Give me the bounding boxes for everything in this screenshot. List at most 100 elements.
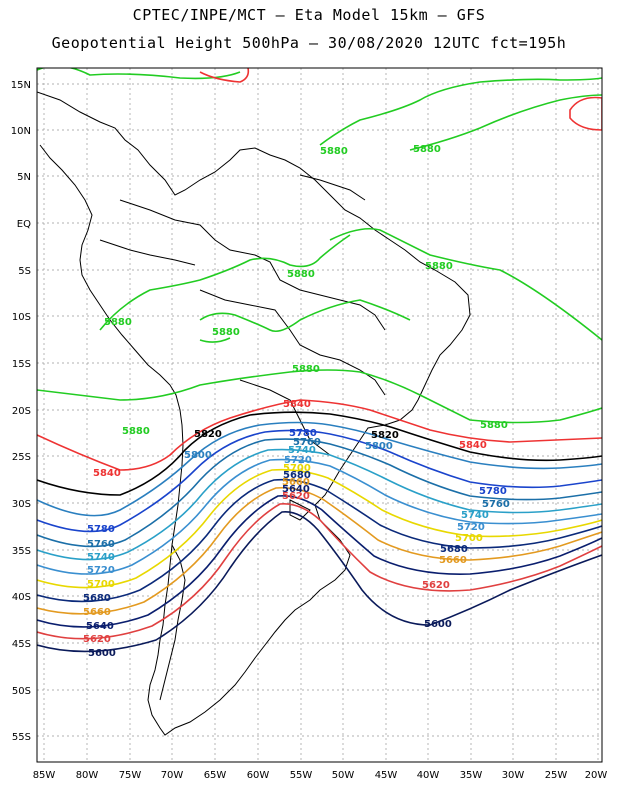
contour-label: 5780	[289, 428, 317, 439]
contour-5880	[199, 299, 411, 333]
contour-5840	[569, 96, 602, 131]
contour-5840	[199, 68, 250, 83]
contour-label: 5840	[93, 468, 121, 479]
contour-label: 5600	[88, 648, 116, 659]
lon-label: 30W	[502, 770, 525, 781]
contour-label: 5740	[288, 445, 316, 456]
contour-5880	[329, 227, 602, 341]
contour-label: 5760	[482, 499, 510, 510]
contour-label: 5640	[86, 621, 114, 632]
title-line-1: CPTEC/INPE/MCT – Eta Model 15km – GFS	[132, 6, 486, 24]
contour-5880	[319, 77, 602, 146]
lon-label: 80W	[76, 770, 99, 781]
contour-label: 5880	[480, 420, 508, 431]
contour-labels: 5880 5880 5880 5880 5880 5880 5880 5880 …	[83, 144, 510, 659]
contour-5780	[37, 429, 602, 533]
contour-label: 5880	[104, 317, 132, 328]
contour-label: 5760	[293, 437, 321, 448]
contour-5820	[37, 411, 602, 496]
contour-label: 5700	[455, 533, 483, 544]
lon-label: 20W	[585, 770, 608, 781]
contour-label: 5660	[282, 477, 310, 488]
contour-label: 5620	[422, 580, 450, 591]
contour-5620	[37, 503, 602, 640]
contour-label: 5760	[87, 539, 115, 550]
contour-label: 5780	[87, 524, 115, 535]
contour-label: 5800	[184, 450, 212, 461]
contour-label: 5840	[459, 440, 487, 451]
lat-label: 45S	[12, 639, 31, 650]
lon-label: 70W	[161, 770, 184, 781]
lon-label: 85W	[33, 770, 56, 781]
contour-5840	[37, 399, 602, 471]
lat-lon-grid	[37, 68, 602, 762]
contour-label: 5720	[87, 565, 115, 576]
contour-label: 5660	[439, 555, 467, 566]
contour-5880	[37, 369, 602, 424]
contour-label: 5700	[283, 463, 311, 474]
contour-label: 5680	[83, 593, 111, 604]
title-line-2: Geopotential Height 500hPa – 30/08/2020 …	[51, 34, 567, 52]
lon-label: 55W	[290, 770, 313, 781]
contour-label: 5880	[425, 261, 453, 272]
lat-label: 5S	[18, 266, 31, 277]
contour-5880	[99, 234, 351, 331]
lon-label: 25W	[545, 770, 568, 781]
contour-label: 5820	[194, 429, 222, 440]
contour-label: 5880	[320, 146, 348, 157]
contour-label: 5880	[413, 144, 441, 155]
lat-label: 15N	[11, 80, 31, 91]
lon-label: 50W	[332, 770, 355, 781]
contour-label: 5780	[479, 486, 507, 497]
lon-label: 45W	[375, 770, 398, 781]
lat-label: 25S	[12, 452, 31, 463]
lat-label: 35S	[12, 546, 31, 557]
contour-5880	[409, 94, 602, 151]
lat-label: 10N	[11, 126, 31, 137]
contour-label: 5720	[284, 455, 312, 466]
contour-5700	[37, 468, 602, 589]
lat-label: 50S	[12, 686, 31, 697]
lon-label: 35W	[460, 770, 483, 781]
map-frame	[36, 67, 603, 763]
contour-label: 5840	[283, 399, 311, 410]
latitude-axis: 15N 10N 5N EQ 5S 10S 15S 20S 25S 30S 35S…	[11, 80, 31, 743]
longitude-axis: 85W 80W 75W 70W 65W 60W 55W 50W 45W 40W …	[33, 770, 608, 781]
lon-label: 40W	[417, 770, 440, 781]
contour-label: 5720	[457, 522, 485, 533]
lon-label: 60W	[247, 770, 270, 781]
contour-label: 5620	[83, 634, 111, 645]
contour-5740	[37, 448, 602, 561]
contour-5680	[37, 478, 602, 603]
lat-label: 30S	[12, 499, 31, 510]
contour-label: 5660	[83, 607, 111, 618]
contour-label: 5740	[87, 552, 115, 563]
contour-label: 5800	[365, 441, 393, 452]
contour-label: 5700	[87, 579, 115, 590]
contour-5600	[37, 511, 602, 653]
contour-label: 5740	[461, 510, 489, 521]
contour-label: 5680	[440, 544, 468, 555]
lat-label: EQ	[17, 219, 31, 230]
contour-5640	[37, 494, 602, 628]
contour-5880	[199, 337, 231, 343]
contour-label: 5640	[282, 484, 310, 495]
contour-5760	[37, 438, 602, 548]
contour-5800	[37, 421, 602, 517]
contour-label: 5880	[292, 364, 320, 375]
lat-label: 40S	[12, 592, 31, 603]
lat-label: 55S	[12, 732, 31, 743]
lat-label: 20S	[12, 406, 31, 417]
lat-label: 10S	[12, 312, 31, 323]
contour-5720	[37, 458, 602, 575]
contour-label: 5600	[424, 619, 452, 630]
contour-label: 5880	[212, 327, 240, 338]
lon-label: 75W	[119, 770, 142, 781]
contour-label: 5880	[287, 269, 315, 280]
contour-label: 5880	[122, 426, 150, 437]
contour-5660	[37, 486, 602, 615]
contour-label: 5820	[371, 430, 399, 441]
lon-label: 65W	[204, 770, 227, 781]
lat-label: 15S	[12, 359, 31, 370]
